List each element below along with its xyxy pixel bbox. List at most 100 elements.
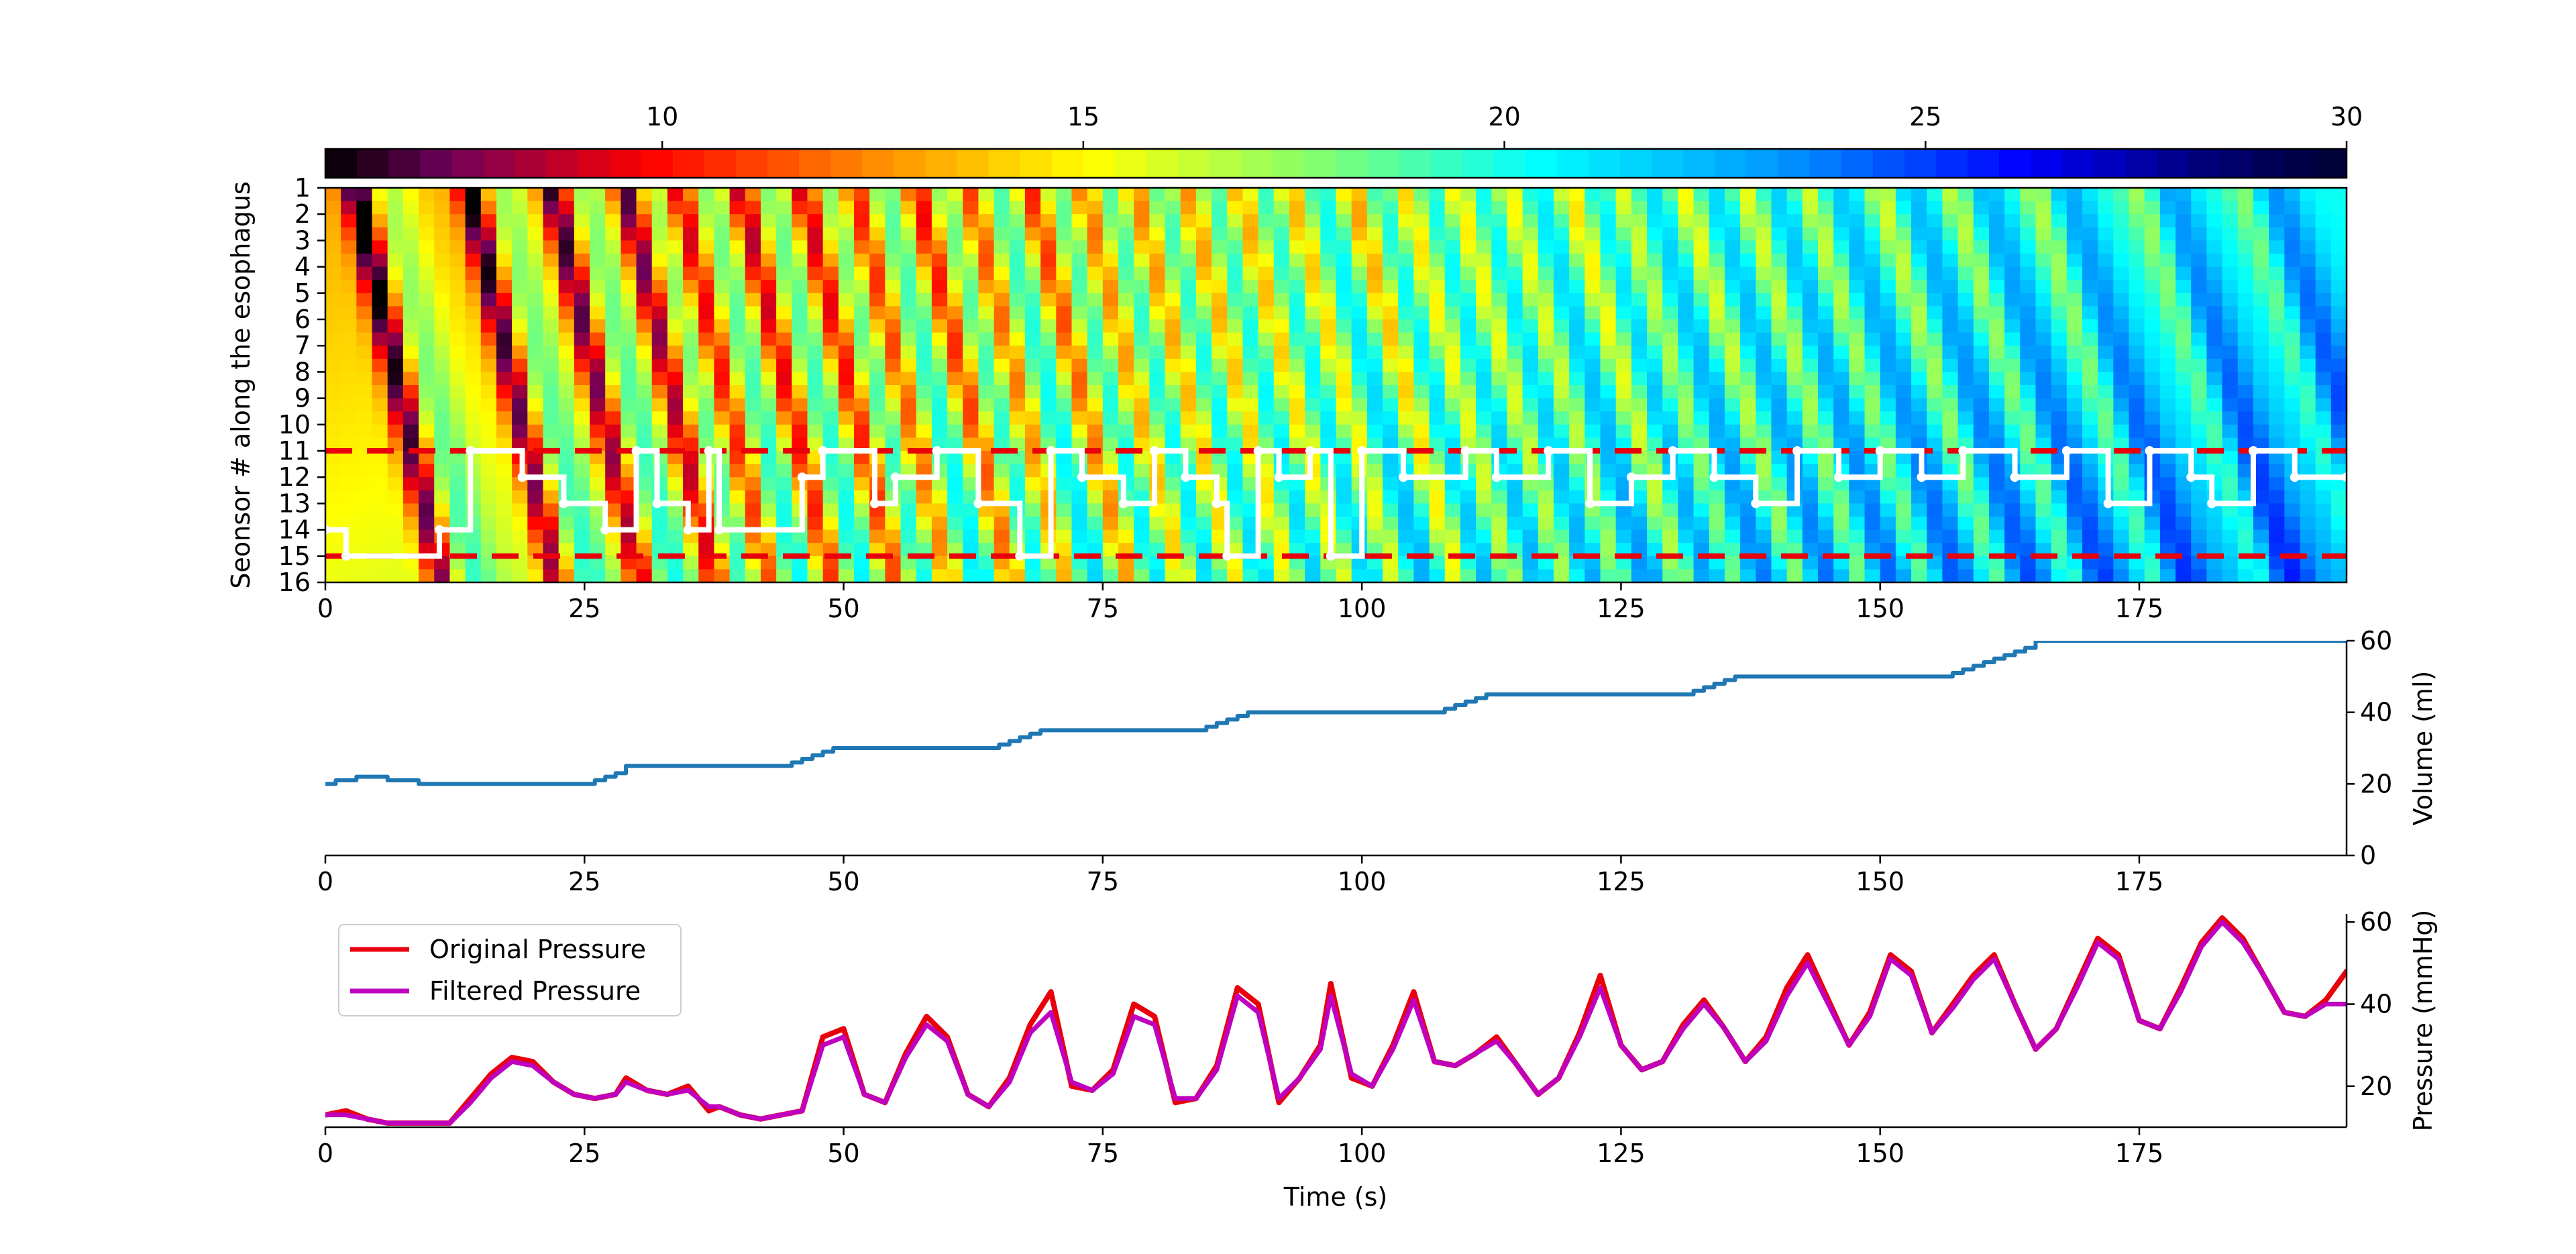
heatmap-cell	[1305, 385, 1322, 399]
heatmap-cell	[2082, 227, 2098, 242]
heatmap-cell	[885, 254, 902, 268]
heatmap-cell	[1849, 464, 1866, 478]
heatmap-cell	[1366, 451, 1383, 465]
heatmap-cell	[574, 385, 590, 399]
heatmap-cell	[2066, 214, 2083, 228]
heatmap-cell	[480, 372, 497, 386]
heatmap-cell	[760, 358, 777, 373]
heatmap-cell	[760, 569, 777, 582]
heatmap-cell	[2191, 346, 2208, 360]
heatmap-y-tick-label: 4	[294, 252, 311, 282]
heatmap-cell	[1802, 424, 1819, 439]
heatmap-cell	[1180, 201, 1197, 215]
heatmap-cell	[698, 543, 715, 557]
heatmap-cell	[496, 424, 513, 439]
heatmap-cell	[1585, 385, 1601, 399]
heatmap-cell	[745, 372, 761, 386]
heatmap-cell	[1366, 293, 1383, 307]
heatmap-cell	[1040, 424, 1057, 439]
heatmap-cell	[1833, 424, 1850, 439]
heatmap-cell	[558, 372, 575, 386]
heatmap-cell	[2051, 543, 2068, 557]
heatmap-cell	[931, 385, 948, 399]
heatmap-cell	[387, 293, 404, 307]
heatmap-cell	[1957, 240, 1974, 254]
heatmap-cell	[2253, 398, 2269, 412]
heatmap-cell	[1631, 188, 1648, 202]
heatmap-cell	[1071, 437, 1088, 452]
heatmap-cell	[1227, 437, 1244, 452]
heatmap-cell	[1771, 543, 1788, 557]
heatmap-cell	[1849, 227, 1866, 242]
heatmap-cell	[1911, 254, 1928, 268]
heatmap-cell	[2098, 214, 2114, 228]
heatmap-cell	[1087, 411, 1104, 425]
heatmap-cell	[1366, 280, 1383, 294]
heatmap-cell	[1444, 529, 1461, 543]
heatmap-cell	[558, 464, 575, 478]
heatmap-cell	[916, 517, 932, 531]
heatmap-cell	[1289, 477, 1305, 491]
heatmap-cell	[2315, 266, 2332, 280]
heatmap-cell	[916, 201, 932, 215]
heatmap-cell	[2004, 346, 2021, 360]
heatmap-cell	[1662, 214, 1679, 228]
heatmap-cell	[1911, 424, 1928, 439]
heatmap-cell	[1538, 424, 1554, 439]
heatmap-cell	[916, 227, 932, 242]
heatmap-cell	[1383, 517, 1399, 531]
heatmap-cell	[1056, 556, 1073, 570]
heatmap-cell	[822, 306, 839, 320]
heatmap-cell	[341, 214, 358, 228]
legend-label-original: Original Pressure	[429, 935, 646, 964]
colorbar-swatch	[767, 149, 800, 178]
heatmap-cell	[449, 201, 466, 215]
heatmap-cell	[1366, 569, 1383, 582]
sensor-trace-point	[466, 446, 476, 456]
heatmap-cell	[1413, 569, 1430, 582]
heatmap-cell	[683, 319, 700, 333]
heatmap-cell	[667, 240, 684, 254]
heatmap-cell	[1289, 411, 1305, 425]
heatmap-cell	[1585, 332, 1601, 346]
heatmap-cell	[2159, 477, 2176, 491]
heatmap-cell	[480, 254, 497, 268]
heatmap-cell	[1491, 358, 1508, 373]
heatmap-cell	[1802, 188, 1819, 202]
heatmap-cell	[1071, 188, 1088, 202]
heatmap-cell	[1662, 227, 1679, 242]
heatmap-cell	[1973, 451, 1990, 465]
heatmap-cell	[605, 503, 622, 517]
heatmap-cell	[1662, 266, 1679, 280]
heatmap-cell	[1522, 358, 1539, 373]
heatmap-cell	[512, 529, 529, 543]
heatmap-cell	[2113, 529, 2130, 543]
heatmap-cell	[1180, 227, 1197, 242]
heatmap-cell	[683, 188, 700, 202]
heatmap-cell	[387, 451, 404, 465]
heatmap-cell	[854, 385, 870, 399]
heatmap-cell	[372, 464, 388, 478]
heatmap-cell	[792, 346, 808, 360]
heatmap-cell	[2176, 201, 2192, 215]
heatmap-cell	[1305, 201, 1322, 215]
heatmap-cell	[1258, 227, 1275, 242]
heatmap-cell	[1289, 227, 1305, 242]
heatmap-cell	[807, 280, 824, 294]
heatmap-cell	[605, 543, 622, 557]
heatmap-cell	[1507, 490, 1523, 505]
heatmap-cell	[2035, 358, 2052, 373]
heatmap-cell	[994, 451, 1010, 465]
heatmap-cell	[1585, 543, 1601, 557]
heatmap-cell	[1833, 372, 1850, 386]
heatmap-cell	[1849, 346, 1866, 360]
heatmap-cell	[854, 424, 870, 439]
heatmap-cell	[1802, 529, 1819, 543]
heatmap-cell	[1585, 188, 1601, 202]
heatmap-cell	[1864, 424, 1881, 439]
heatmap-cell	[1491, 543, 1508, 557]
heatmap-cell	[900, 254, 917, 268]
heatmap-cell	[325, 188, 341, 202]
heatmap-cell	[419, 214, 435, 228]
heatmap-cell	[1927, 358, 1943, 373]
